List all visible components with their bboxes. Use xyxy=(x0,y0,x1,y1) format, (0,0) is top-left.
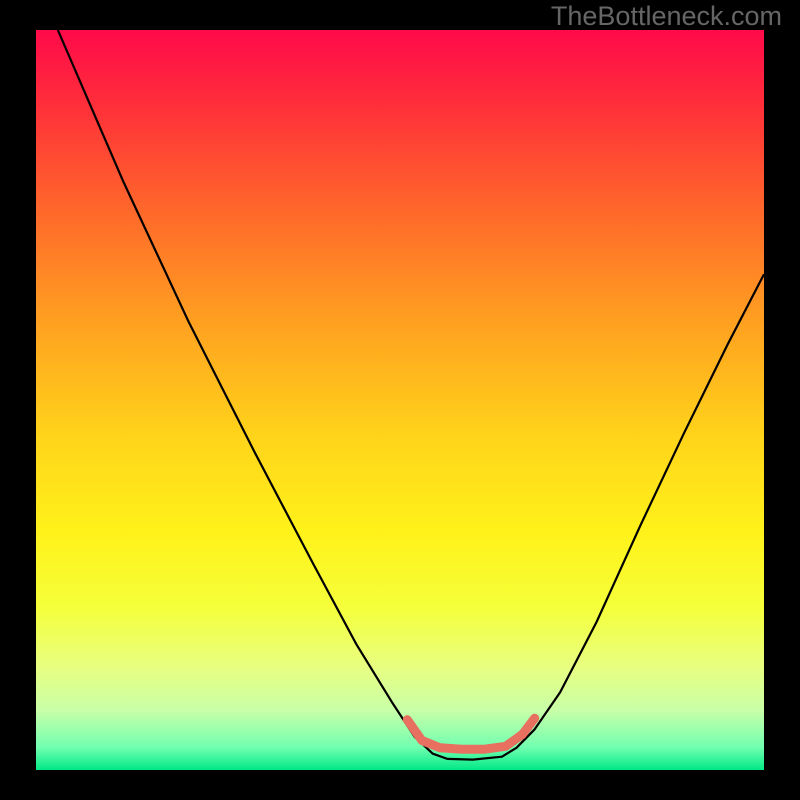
chart-svg xyxy=(0,0,800,800)
bottleneck-curve xyxy=(58,30,764,760)
valley-marker xyxy=(407,718,534,749)
chart-canvas: TheBottleneck.com xyxy=(0,0,800,800)
watermark-text: TheBottleneck.com xyxy=(551,1,782,32)
